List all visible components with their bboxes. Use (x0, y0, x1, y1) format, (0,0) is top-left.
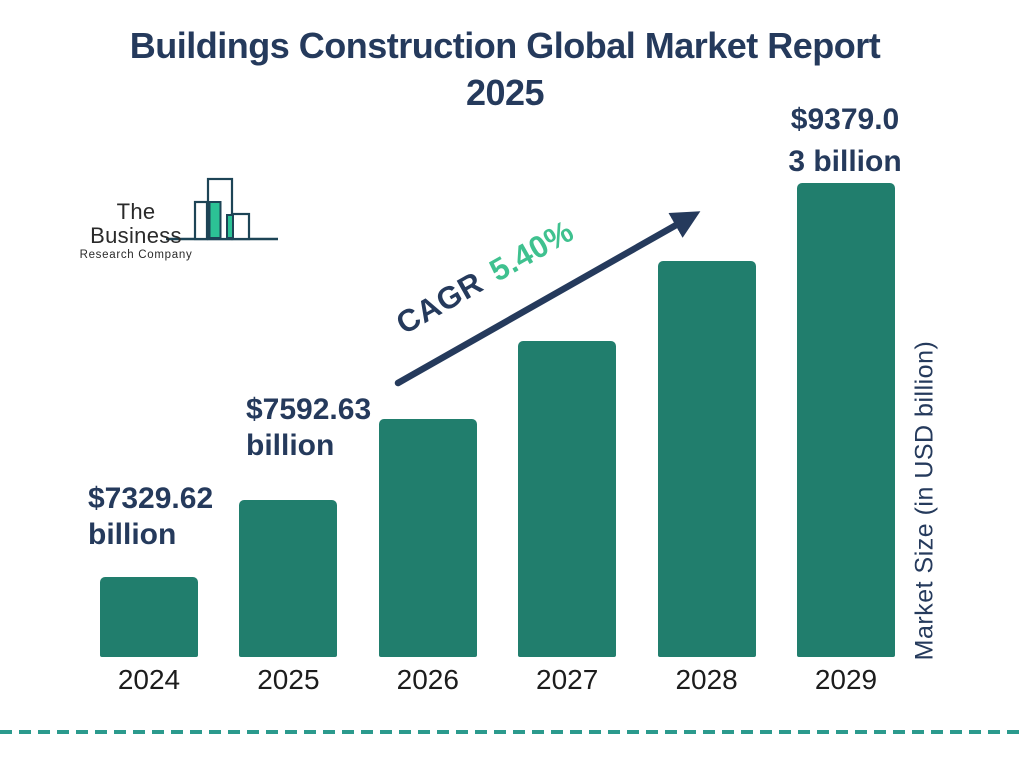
bar-2029 (797, 183, 895, 657)
value-label-2029-unit: 3 billion (788, 145, 902, 178)
y-axis-label: Market Size (in USD billion) (910, 340, 939, 661)
cagr-label: CAGR5.40% (390, 213, 580, 342)
value-label-2025: $7592.63 billion (246, 392, 371, 464)
cagr-text: CAGR (390, 264, 489, 342)
bar-2024 (100, 577, 198, 657)
logo-bar-outline-medium (230, 212, 251, 241)
logo-subname: Research Company (79, 249, 193, 261)
x-tick-2029: 2029 (814, 664, 878, 695)
page-title: Buildings Construction Global Market Rep… (0, 22, 1010, 116)
x-tick-2025: 2025 (257, 664, 320, 695)
bar-2028 (657, 261, 756, 657)
logo-bar-teal-large (208, 201, 222, 239)
cagr-value: 5.40% (483, 213, 580, 289)
logo-bar-teal-small (226, 214, 234, 239)
bar-2025 (239, 500, 338, 657)
x-tick-2028: 2028 (675, 664, 738, 695)
x-tick-2027: 2027 (536, 664, 599, 695)
x-tick-2026: 2026 (396, 664, 459, 695)
value-label-2029: $9379.0 3 billion (780, 99, 910, 183)
value-label-2029-amount: $9379.0 (790, 103, 900, 136)
value-label-2024-unit: billion (88, 518, 177, 551)
title-line-2: 2025 (465, 72, 545, 113)
title-line-1: Buildings Construction Global Market Rep… (129, 25, 881, 66)
bar-2026 (378, 419, 477, 657)
logo-name: The Business (90, 199, 182, 248)
value-label-2025-amount: $7592.63 (246, 393, 372, 426)
bar-2027 (518, 341, 617, 657)
x-tick-2024: 2024 (117, 664, 181, 695)
value-label-2024: $7329.62 billion (88, 481, 213, 553)
logo-text: The Business Research Company (74, 199, 198, 262)
value-label-2024-amount: $7329.62 (88, 482, 214, 515)
value-label-2025-unit: billion (246, 429, 335, 462)
bar-building-logo-icon (166, 177, 278, 241)
